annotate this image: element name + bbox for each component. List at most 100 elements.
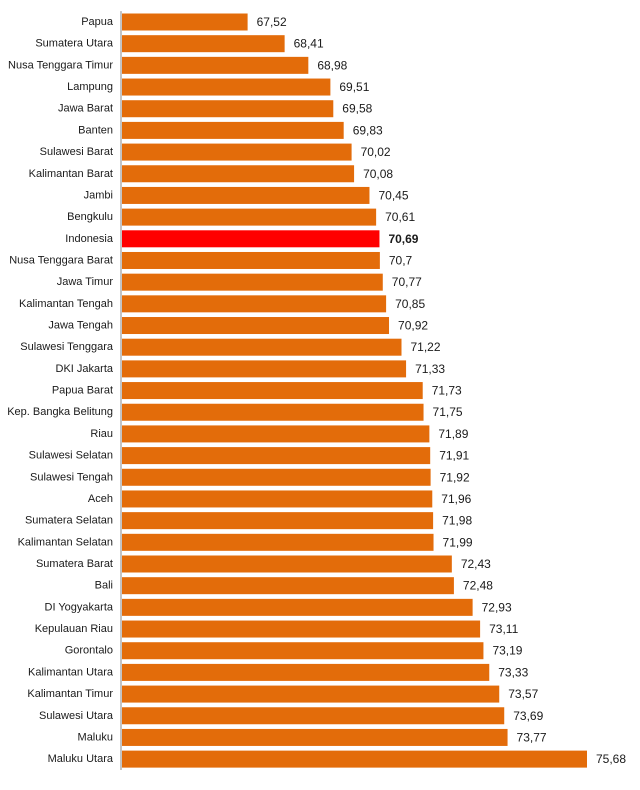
value-label-indonesia: 70,69 — [388, 232, 418, 246]
category-label-sumatera-selatan: Sumatera Selatan — [25, 515, 113, 527]
category-label-kalimantan-timur: Kalimantan Timur — [27, 688, 113, 700]
bar-kalimantan-utara — [122, 663, 490, 681]
bar-aceh — [122, 490, 433, 508]
value-label-nusa-tenggara-barat: 70,7 — [389, 253, 413, 267]
value-label-sumatera-utara: 68,41 — [294, 37, 324, 51]
bar-papua-barat — [122, 382, 423, 400]
bar-sulawesi-utara — [122, 707, 505, 725]
category-labels-group: Papua Sumatera Utara Nusa Tenggara Timur La… — [7, 16, 114, 765]
category-label-nusa-tenggara-timur: Nusa Tenggara Timur — [8, 59, 113, 71]
value-label-kalimantan-barat: 70,08 — [363, 167, 393, 181]
value-label-aceh: 71,96 — [441, 492, 471, 506]
value-label-kepulauan-riau: 73,11 — [489, 622, 518, 636]
bar-jambi — [122, 186, 370, 204]
category-label-kep-bangka-belitung: Kep. Bangka Belitung — [7, 406, 113, 418]
value-label-dki-jakarta: 71,33 — [415, 362, 445, 376]
bar-nusa-tenggara-timur — [122, 56, 309, 74]
bar-sulawesi-tengah — [122, 468, 431, 486]
category-label-papua-barat: Papua Barat — [52, 385, 113, 397]
bar-sumatera-utara — [122, 35, 285, 53]
bar-papua — [122, 13, 248, 31]
value-label-gorontalo: 73,19 — [492, 644, 522, 658]
value-label-bali: 72,48 — [463, 579, 493, 593]
bar-riau — [122, 425, 430, 443]
category-label-jawa-barat: Jawa Barat — [58, 103, 113, 115]
value-label-kalimantan-selatan: 71,99 — [443, 535, 473, 549]
bar-sulawesi-selatan — [122, 447, 431, 465]
category-label-kalimantan-barat: Kalimantan Barat — [29, 168, 113, 180]
bar-maluku — [122, 728, 508, 746]
value-label-kep-bangka-belitung: 71,75 — [433, 405, 463, 419]
value-label-papua: 67,52 — [257, 15, 287, 29]
category-label-indonesia: Indonesia — [65, 233, 114, 245]
bar-kalimantan-tengah — [122, 295, 387, 313]
bar-nusa-tenggara-barat — [122, 251, 380, 269]
bar-dki-jakarta — [122, 360, 407, 378]
bar-banten — [122, 121, 344, 139]
value-label-jawa-timur: 70,77 — [392, 275, 422, 289]
category-label-kalimantan-selatan: Kalimantan Selatan — [18, 536, 113, 548]
bar-kalimantan-barat — [122, 165, 355, 183]
value-label-riau: 71,89 — [438, 427, 468, 441]
value-label-nusa-tenggara-timur: 68,98 — [317, 58, 347, 72]
category-label-dki-jakarta: DKI Jakarta — [56, 363, 114, 375]
bar-jawa-timur — [122, 273, 383, 291]
bar-kepulauan-riau — [122, 620, 481, 638]
value-label-kalimantan-utara: 73,33 — [498, 665, 528, 679]
value-label-sulawesi-selatan: 71,91 — [439, 449, 469, 463]
value-label-jambi: 70,45 — [378, 188, 408, 202]
category-label-jawa-tengah: Jawa Tengah — [48, 320, 113, 332]
value-label-sumatera-barat: 72,43 — [461, 557, 491, 571]
value-label-jawa-tengah: 70,92 — [398, 319, 428, 333]
category-label-kalimantan-tengah: Kalimantan Tengah — [19, 298, 113, 310]
value-label-sumatera-selatan: 71,98 — [442, 514, 472, 528]
category-label-sulawesi-barat: Sulawesi Barat — [40, 146, 113, 158]
value-label-jawa-barat: 69,58 — [342, 102, 372, 116]
bar-kalimantan-timur — [122, 685, 500, 703]
category-label-di-yogyakarta: DI Yogyakarta — [45, 601, 114, 613]
category-label-sumatera-utara: Sumatera Utara — [35, 38, 114, 50]
value-label-di-yogyakarta: 72,93 — [482, 600, 512, 614]
value-label-sulawesi-utara: 73,69 — [513, 709, 543, 723]
bar-kep-bangka-belitung — [122, 403, 424, 421]
value-labels-group: 67,52 68,41 68,98 69,51 69,58 69,83 70,02 70,08… — [257, 15, 627, 766]
category-label-sulawesi-utara: Sulawesi Utara — [39, 710, 114, 722]
value-label-banten: 69,83 — [353, 123, 383, 137]
bar-sumatera-selatan — [122, 512, 434, 530]
value-label-bengkulu: 70,61 — [385, 210, 415, 224]
value-label-lampung: 69,51 — [339, 80, 369, 94]
bars-group — [122, 13, 587, 768]
value-label-kalimantan-tengah: 70,85 — [395, 297, 425, 311]
bar-indonesia — [122, 230, 380, 248]
value-label-sulawesi-tenggara: 71,22 — [411, 340, 441, 354]
category-label-nusa-tenggara-barat: Nusa Tenggara Barat — [9, 254, 113, 266]
bar-sulawesi-tenggara — [122, 338, 402, 356]
category-label-sumatera-barat: Sumatera Barat — [36, 558, 113, 570]
category-label-papua: Papua — [81, 16, 114, 28]
category-label-maluku-utara: Maluku Utara — [48, 753, 114, 765]
category-label-kalimantan-utara: Kalimantan Utara — [28, 666, 114, 678]
bar-bali — [122, 577, 454, 595]
bar-di-yogyakarta — [122, 598, 473, 616]
category-label-kepulauan-riau: Kepulauan Riau — [35, 623, 113, 635]
value-label-kalimantan-timur: 73,57 — [508, 687, 538, 701]
category-label-bali: Bali — [95, 580, 113, 592]
category-label-bengkulu: Bengkulu — [67, 211, 113, 223]
value-label-sulawesi-barat: 70,02 — [361, 145, 391, 159]
bar-sulawesi-barat — [122, 143, 352, 161]
category-label-banten: Banten — [78, 124, 113, 136]
category-label-lampung: Lampung — [67, 81, 113, 93]
bar-kalimantan-selatan — [122, 533, 434, 551]
category-label-sulawesi-tenggara: Sulawesi Tenggara — [20, 341, 114, 353]
category-label-riau: Riau — [90, 428, 113, 440]
value-label-papua-barat: 71,73 — [432, 384, 462, 398]
category-label-jawa-timur: Jawa Timur — [57, 276, 114, 288]
bar-lampung — [122, 78, 331, 96]
bar-jawa-tengah — [122, 317, 390, 335]
category-label-gorontalo: Gorontalo — [65, 645, 113, 657]
bar-bengkulu — [122, 208, 377, 226]
value-label-sulawesi-tengah: 71,92 — [440, 470, 470, 484]
category-label-aceh: Aceh — [88, 493, 113, 505]
